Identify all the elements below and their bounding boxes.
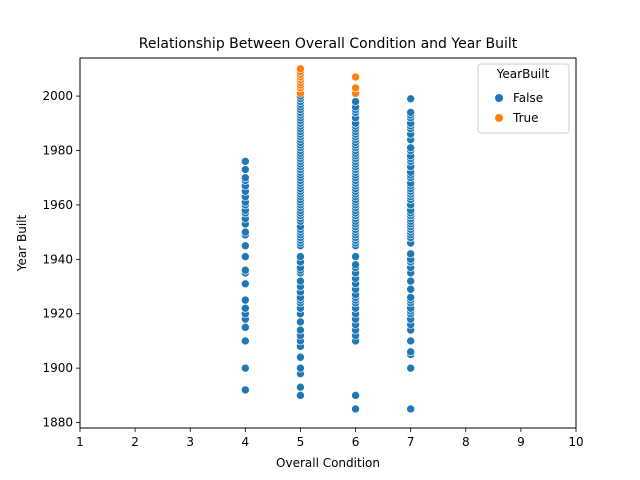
- data-point: [351, 97, 360, 106]
- x-tick-label: 2: [131, 435, 139, 449]
- x-axis: 1 2 3 4 5 6 7 8 9 10: [76, 428, 584, 449]
- data-point: [241, 241, 250, 251]
- x-tick-label: 1: [76, 435, 84, 449]
- data-point: [296, 276, 305, 286]
- data-point: [241, 279, 250, 289]
- data-point: [351, 404, 360, 414]
- x-tick-label: 3: [186, 435, 194, 449]
- data-point: [406, 143, 415, 153]
- data-point: [241, 157, 250, 166]
- data-point: [406, 284, 415, 294]
- data-point: [406, 347, 415, 357]
- data-point: [406, 94, 415, 104]
- data-point: [241, 295, 250, 305]
- plot-frame: [79, 57, 577, 429]
- legend: YearBuilt False True: [477, 63, 570, 134]
- data-point: [241, 385, 250, 395]
- data-point: [296, 64, 305, 74]
- data-point: [241, 173, 250, 183]
- data-point: [406, 108, 415, 117]
- x-tick-label: 9: [517, 435, 525, 449]
- data-point: [406, 276, 415, 286]
- data-point: [406, 249, 415, 259]
- y-tick-label: 2000: [42, 89, 73, 103]
- data-point: [296, 325, 305, 335]
- y-axis-label: Year Built: [15, 214, 29, 272]
- legend-marker-false: [495, 94, 503, 102]
- data-point: [241, 323, 250, 332]
- data-point: [406, 363, 415, 373]
- series-true: [296, 64, 360, 98]
- data-point: [241, 252, 250, 261]
- points-layer: [241, 64, 415, 414]
- y-tick-label: 1980: [42, 144, 73, 158]
- data-point: [406, 293, 415, 302]
- data-point: [351, 260, 360, 270]
- chart-title: Relationship Between Overall Condition a…: [139, 36, 518, 52]
- data-point: [241, 336, 250, 346]
- data-point: [351, 83, 360, 93]
- data-point: [241, 265, 250, 275]
- data-point: [241, 165, 250, 174]
- legend-label-true: True: [512, 111, 539, 125]
- data-point: [296, 252, 305, 261]
- data-point: [296, 317, 305, 327]
- x-tick-label: 5: [297, 435, 305, 449]
- data-point: [241, 303, 250, 313]
- legend-marker-true: [495, 114, 503, 122]
- y-tick-label: 1900: [42, 361, 73, 375]
- x-tick-label: 4: [242, 435, 250, 449]
- data-point: [296, 352, 305, 362]
- data-point: [406, 336, 415, 346]
- data-point: [351, 252, 360, 261]
- y-tick-label: 1940: [42, 252, 73, 266]
- legend-label-false: False: [513, 91, 543, 105]
- x-tick-label: 10: [568, 435, 583, 449]
- y-tick-label: 1960: [42, 198, 73, 212]
- legend-title: YearBuilt: [496, 67, 550, 81]
- data-point: [296, 391, 305, 400]
- x-tick-label: 6: [352, 435, 360, 449]
- data-point: [241, 363, 250, 373]
- data-point: [351, 72, 360, 82]
- data-point: [241, 227, 250, 237]
- y-axis: 1880 1900 1920 1940 1960 1980 2000: [42, 89, 80, 430]
- x-tick-label: 8: [462, 435, 470, 449]
- x-tick-label: 7: [407, 435, 415, 449]
- x-axis-label: Overall Condition: [276, 456, 380, 470]
- y-tick-label: 1880: [42, 416, 73, 430]
- y-tick-label: 1920: [42, 307, 73, 321]
- data-point: [351, 391, 360, 400]
- data-point: [296, 363, 305, 373]
- series-false: [241, 91, 415, 414]
- data-point: [296, 382, 305, 392]
- data-point: [406, 404, 415, 414]
